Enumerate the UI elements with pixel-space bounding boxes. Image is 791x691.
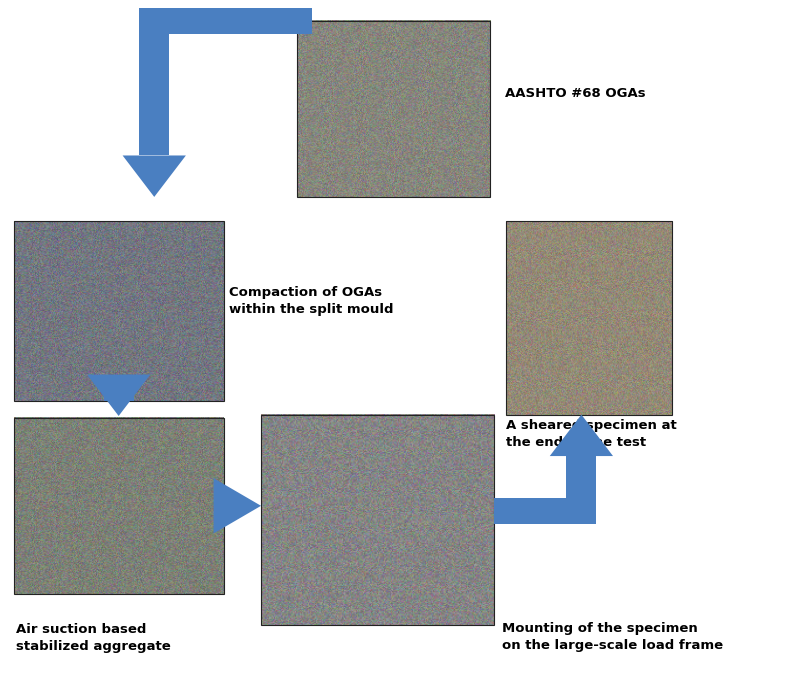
- Bar: [14, 221, 224, 401]
- Bar: [297, 21, 490, 197]
- Bar: [139, 8, 169, 155]
- Bar: [494, 498, 596, 524]
- Bar: [261, 415, 494, 625]
- Bar: [154, 8, 312, 34]
- Text: AASHTO #68 OGAs: AASHTO #68 OGAs: [505, 87, 645, 100]
- Polygon shape: [550, 415, 613, 456]
- Bar: [214, 493, 224, 519]
- Bar: [506, 221, 672, 415]
- Bar: [104, 375, 134, 401]
- Text: Mounting of the specimen
on the large-scale load frame: Mounting of the specimen on the large-sc…: [502, 622, 724, 652]
- Polygon shape: [87, 375, 150, 416]
- Polygon shape: [123, 155, 186, 197]
- Bar: [566, 456, 596, 511]
- Text: Compaction of OGAs
within the split mould: Compaction of OGAs within the split moul…: [229, 285, 394, 316]
- Polygon shape: [214, 478, 261, 533]
- Bar: [14, 418, 224, 594]
- Text: A sheared specimen at
the end of the test: A sheared specimen at the end of the tes…: [506, 419, 677, 449]
- Text: Air suction based
stabilized aggregate: Air suction based stabilized aggregate: [16, 623, 171, 653]
